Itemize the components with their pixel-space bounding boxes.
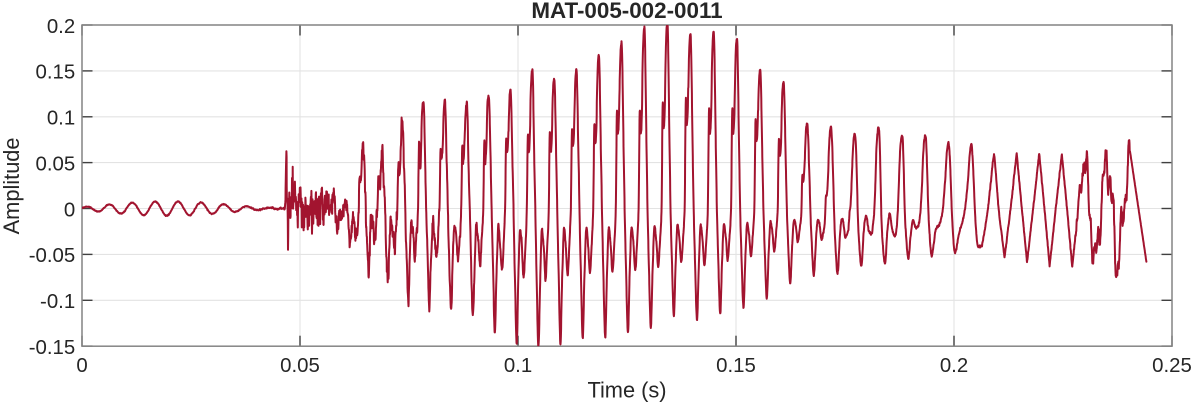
svg-text:0.05: 0.05 [36,153,76,175]
svg-text:0.2: 0.2 [47,16,75,38]
svg-text:0: 0 [64,199,75,221]
svg-text:MAT-005-002-0011: MAT-005-002-0011 [531,0,722,23]
svg-text:-0.05: -0.05 [29,245,75,267]
svg-text:0: 0 [76,355,87,377]
svg-text:0.05: 0.05 [280,355,320,377]
svg-text:0.15: 0.15 [36,62,76,84]
svg-text:-0.1: -0.1 [40,291,75,313]
svg-text:0.1: 0.1 [504,355,532,377]
svg-text:-0.15: -0.15 [29,337,75,359]
svg-text:Amplitude: Amplitude [0,137,24,234]
svg-text:0.1: 0.1 [47,108,75,130]
svg-text:0.2: 0.2 [940,355,968,377]
svg-text:Time (s): Time (s) [587,377,666,402]
svg-text:0.15: 0.15 [716,355,756,377]
svg-text:0.25: 0.25 [1152,355,1192,377]
